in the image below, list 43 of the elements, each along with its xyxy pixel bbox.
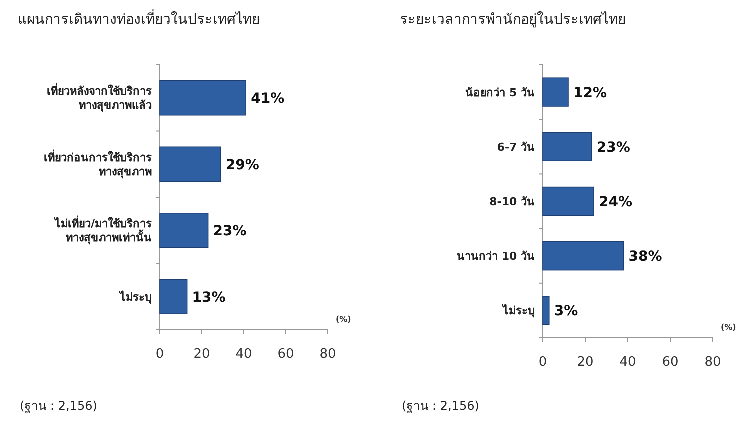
data-label: 23% — [596, 140, 630, 156]
data-label: 13% — [192, 290, 226, 306]
y-tick-label: น้อยกว่า 5 วัน — [466, 86, 535, 100]
chart-title: แผนการเดินทางท่องเที่ยวในประเทศไทย — [18, 10, 260, 28]
x-tick-label: 40 — [236, 347, 252, 362]
text: (ฐาน : 2,156) — [402, 399, 480, 413]
x-tick-label: 80 — [320, 347, 336, 362]
bar — [542, 242, 624, 271]
x-tick-label: 20 — [577, 355, 594, 370]
bar — [542, 78, 569, 107]
data-label: 38% — [628, 249, 662, 266]
x-tick-label: 80 — [704, 355, 722, 370]
x-tick-label: 60 — [662, 355, 679, 370]
y-tick-label: ไม่เที่ยว/มาใช้บริการ ทางสุขภาพเท่านั้น — [52, 216, 152, 246]
x-tick-label: 20 — [194, 347, 210, 362]
bar — [160, 213, 209, 248]
bar — [542, 186, 594, 216]
x-tick-label: 40 — [620, 355, 636, 370]
bar — [160, 146, 222, 182]
y-tick-label: เที่ยวหลังจากใช้บริการ ทางสุขภาพแล้ว — [47, 83, 152, 114]
x-tick-label: 60 — [278, 347, 294, 362]
bar — [160, 279, 188, 314]
bar — [542, 132, 592, 162]
data-label: 23% — [213, 224, 247, 240]
bar — [542, 296, 550, 326]
x-tick-label: 0 — [156, 347, 164, 362]
y-tick-label: เที่ยวก่อนการใช้บริการ ทางสุขภาพ — [44, 149, 152, 180]
y-tick-label: 8-10 วัน — [490, 196, 535, 208]
data-label: 24% — [599, 194, 633, 210]
data-label: 41% — [251, 91, 285, 108]
x-tick-label: 0 — [538, 355, 548, 370]
y-tick-label: นานกว่า 10 วัน — [457, 250, 535, 264]
data-label: 12% — [574, 85, 608, 102]
y-tick-label: ไม่ระบุ — [118, 290, 152, 305]
bar — [160, 80, 246, 116]
x-axis-title: (%) — [721, 323, 736, 332]
y-tick-label: ไม่ระบุ — [501, 304, 535, 319]
y-tick-label: 6-7 วัน — [497, 140, 535, 154]
text: (ฐาน : 2,156) — [20, 399, 98, 413]
x-axis-title: (%) — [336, 315, 352, 324]
data-label: 29% — [226, 157, 260, 174]
data-label: 3% — [554, 304, 578, 320]
chart-title: ระยะเวลาการพำนักอยู่ในประเทศไทย — [400, 11, 626, 28]
